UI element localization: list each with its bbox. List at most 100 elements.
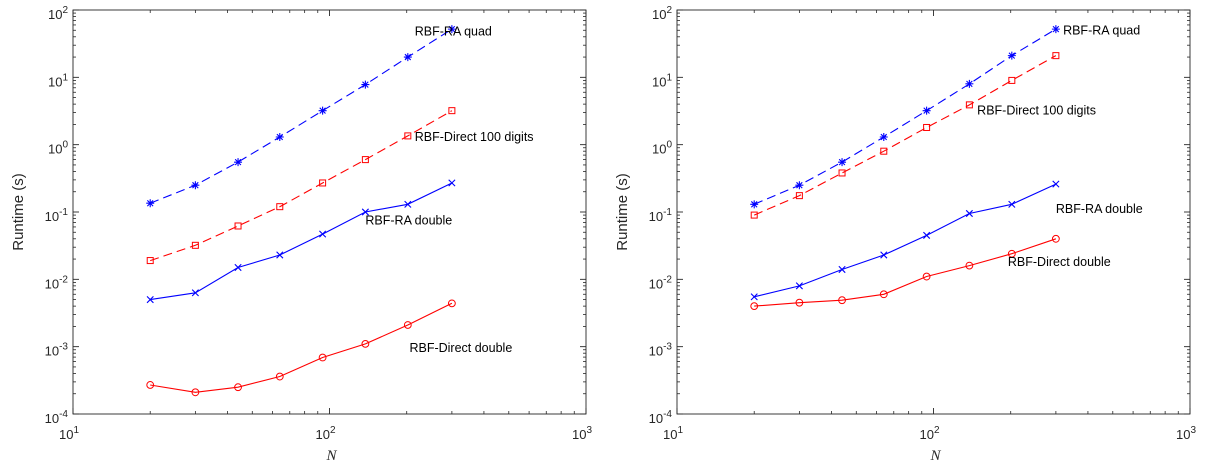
data-point [234, 383, 242, 392]
data-point [1051, 234, 1060, 243]
data-point [923, 231, 931, 239]
axes-box [676, 9, 1191, 415]
series-circle [146, 299, 456, 397]
data-point [922, 272, 931, 281]
data-point [880, 251, 888, 259]
data-point [965, 101, 973, 109]
data-point [795, 181, 804, 190]
data-point [880, 147, 888, 155]
data-point [191, 388, 200, 397]
data-point [146, 296, 154, 304]
data-point [191, 181, 200, 190]
data-point [879, 132, 888, 141]
y-tick-label: 102 [652, 5, 672, 22]
data-point [146, 257, 154, 265]
data-point [795, 298, 804, 307]
x-tick-label: 101 [59, 425, 79, 442]
data-point [361, 339, 370, 348]
data-point [879, 290, 888, 299]
data-point [361, 156, 369, 164]
data-point [276, 251, 284, 259]
y-axis-label: Runtime (s) [10, 173, 27, 251]
data-point [275, 372, 284, 381]
x-axis-label: N [929, 448, 941, 464]
y-tick-label: 10-1 [45, 207, 69, 224]
series-line [754, 183, 1057, 298]
data-point [191, 241, 199, 249]
y-tick-label: 10-4 [649, 409, 673, 426]
series-asterisk [750, 25, 1060, 209]
data-point [234, 222, 242, 230]
data-point [965, 261, 974, 270]
x-tick-label: 103 [1176, 425, 1196, 442]
data-point [838, 296, 846, 305]
x-tick-label: 102 [919, 425, 939, 442]
data-point [448, 107, 456, 115]
data-point [361, 208, 369, 216]
y-tick-label: 10-3 [649, 342, 673, 359]
data-point [276, 203, 284, 211]
data-point [838, 265, 846, 274]
data-point [319, 230, 327, 238]
y-axis-label: Runtime (s) [614, 173, 631, 251]
data-point [750, 200, 759, 209]
y-tick-label: 10-2 [649, 274, 673, 291]
y-tick-label: 101 [652, 72, 672, 89]
series-x [146, 179, 456, 304]
y-tick-label: 10-4 [45, 409, 69, 426]
data-point [965, 209, 973, 218]
y-tick-label: 102 [48, 5, 68, 22]
y-tick-label: 10-2 [45, 274, 69, 291]
series-line [149, 28, 453, 204]
data-point [319, 179, 327, 187]
x-tick-label: 102 [315, 425, 335, 442]
data-point [234, 158, 243, 167]
chart-right: 101 102 103 10-4 10-3 10-2 10-1 100 101 102 N Runti… [614, 5, 1196, 464]
series-line [753, 55, 1057, 216]
data-point [447, 25, 456, 34]
series-annotation: RBF-RA double [365, 213, 452, 227]
data-point [750, 211, 758, 219]
data-point [923, 123, 931, 131]
data-point [448, 179, 456, 187]
data-point [234, 263, 242, 272]
data-point [795, 192, 803, 200]
data-point [1008, 200, 1016, 208]
data-point [1007, 51, 1016, 60]
y-tick-label: 10-3 [45, 342, 69, 359]
data-point [146, 199, 155, 208]
x-tick-label: 101 [663, 425, 683, 442]
series-annotation: RBF-Direct double [1008, 255, 1111, 269]
series-annotation: RBF-RA quad [415, 24, 492, 38]
data-point [922, 106, 931, 115]
x-tick-label: 103 [572, 425, 592, 442]
series-line [753, 28, 1057, 205]
y-tick-label: 10-1 [649, 207, 673, 224]
chart-left: 101 102 103 10-4 10-3 10-2 10-1 100 101 102 N Runti… [10, 5, 592, 464]
data-point [318, 353, 327, 362]
series-square [146, 107, 456, 265]
data-point [403, 321, 412, 329]
data-point [404, 200, 412, 208]
data-point [318, 106, 327, 115]
data-point [1051, 25, 1060, 34]
data-point [795, 282, 803, 290]
series-line [150, 182, 453, 301]
data-point [275, 132, 284, 141]
series-asterisk [146, 25, 456, 208]
axes-box [72, 9, 587, 415]
y-tick-label: 100 [652, 140, 672, 157]
data-point [750, 302, 759, 311]
series-circle [750, 234, 1060, 311]
x-axis-label: N [325, 448, 337, 464]
data-point [403, 53, 412, 62]
data-point [1008, 76, 1016, 84]
series-annotation: RBF-Direct 100 digits [415, 130, 534, 144]
data-point [965, 79, 974, 88]
series-annotation: RBF-Direct 100 digits [977, 104, 1096, 118]
series-line [150, 302, 453, 393]
plot-area [73, 10, 586, 414]
data-point [1052, 180, 1060, 188]
data-point [447, 299, 456, 308]
series-x [750, 180, 1060, 301]
